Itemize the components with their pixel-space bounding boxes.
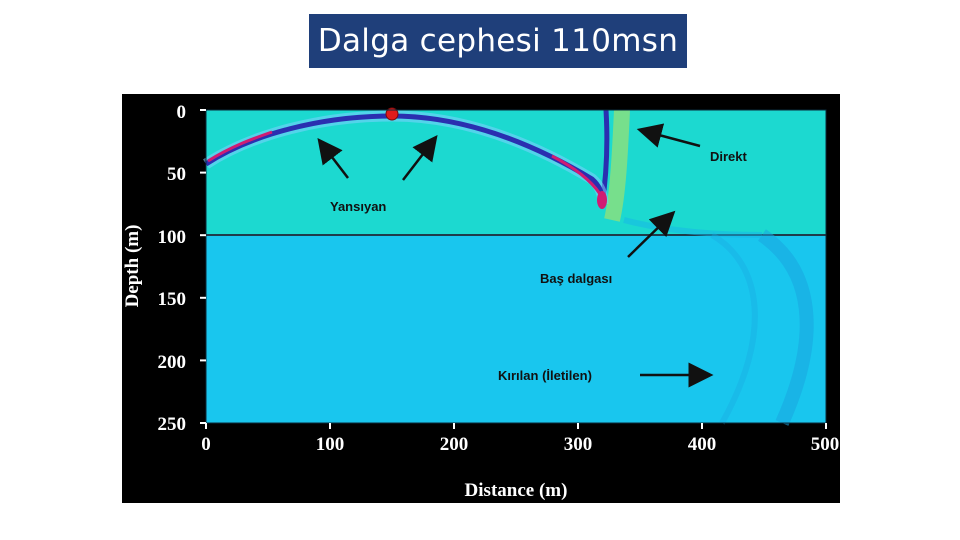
head-wave-front [623, 217, 763, 238]
reflected-wavefront [204, 113, 606, 205]
arrow-head-wave [627, 210, 676, 258]
x-tick-label: 0 [201, 434, 211, 455]
y-axis: 0 50 100 150 200 250 Depth (m) [122, 102, 206, 435]
y-tick-label: 100 [158, 227, 187, 248]
wave-simulation-svg: 0 50 100 150 200 250 Depth (m) 0 100 200… [122, 102, 839, 501]
source-point [385, 107, 399, 121]
arrow-direct [636, 123, 701, 148]
arrow-reflected-right [402, 135, 438, 181]
y-tick-label: 0 [177, 102, 187, 123]
refracted-wavefront-inner [710, 232, 758, 425]
x-tick-label: 300 [564, 434, 593, 455]
y-tick-label: 250 [158, 414, 187, 435]
label-head-wave: Baş dalgası [540, 271, 612, 286]
y-tick-label: 150 [158, 289, 187, 310]
slide-title: Dalga cephesi 110msn [309, 14, 687, 68]
label-reflected: Yansıyan [330, 199, 386, 214]
y-tick-label: 200 [158, 352, 187, 373]
x-axis-label: Distance (m) [465, 480, 568, 501]
upper-layer [206, 110, 826, 235]
reflected-wavefront-hot-left [207, 130, 273, 163]
y-tick-label: 50 [167, 164, 186, 185]
x-axis: 0 100 200 300 400 500 Distance (m) [201, 423, 839, 501]
x-tick-label: 100 [316, 434, 345, 455]
arrow-reflected-left [317, 138, 349, 179]
direct-wavefront-band [604, 109, 630, 222]
plot-frame [205, 109, 827, 424]
wave-simulation-figure: 0 50 100 150 200 250 Depth (m) 0 100 200… [122, 94, 840, 503]
refracted-wavefront-outer [757, 229, 814, 426]
y-axis-label: Depth (m) [122, 225, 143, 308]
reflected-wavefront-hot-right [551, 154, 602, 195]
label-refracted: Kırılan (İletilen) [498, 368, 592, 383]
label-direct: Direkt [710, 149, 748, 164]
x-tick-label: 200 [440, 434, 469, 455]
x-tick-label: 400 [688, 434, 717, 455]
wavefront-intersection-hotspot [597, 191, 607, 209]
x-tick-label: 500 [811, 434, 840, 455]
lower-layer [206, 235, 826, 423]
